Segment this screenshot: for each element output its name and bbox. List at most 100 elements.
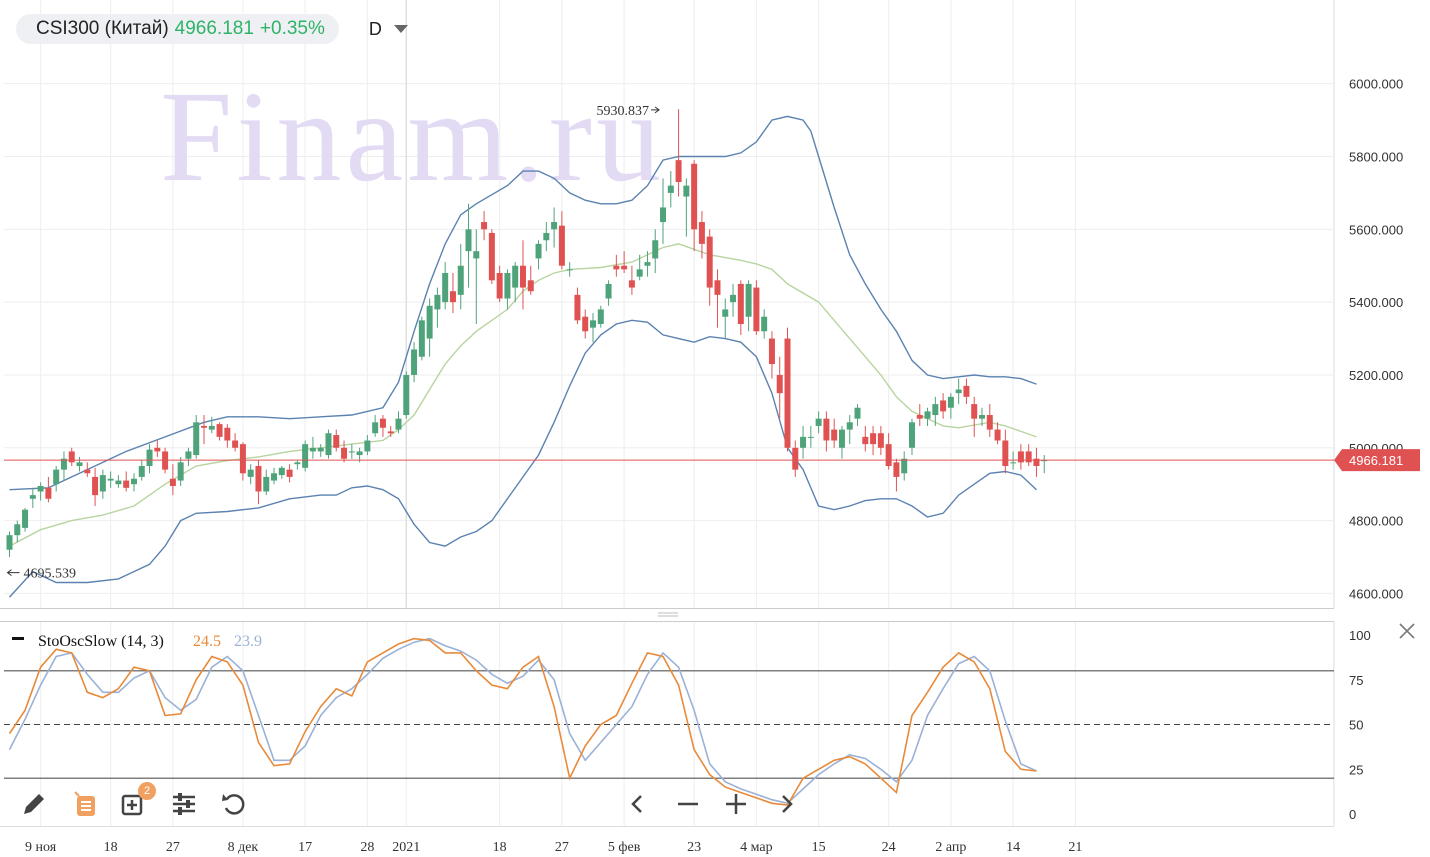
candle-body xyxy=(582,316,589,332)
candle xyxy=(652,229,659,274)
candle-body xyxy=(107,478,114,481)
add-indicator-icon[interactable]: 2 xyxy=(118,782,156,820)
indicator-legend: StoOscSlow (14, 3) 24.5 23.9 xyxy=(12,633,262,650)
candle xyxy=(317,444,324,457)
date-tick-label: 5 фев xyxy=(608,840,641,855)
candle-body xyxy=(807,436,814,438)
period-label: D xyxy=(368,18,382,39)
candle xyxy=(504,269,511,310)
candle xyxy=(994,422,1001,445)
last-price: 4966.181 xyxy=(174,18,254,39)
candle-body xyxy=(239,444,246,474)
candle-body xyxy=(294,462,301,465)
candle-body xyxy=(1002,440,1009,466)
candle-body xyxy=(232,440,239,448)
candle xyxy=(286,464,293,483)
candle-body xyxy=(994,429,1001,441)
candle-body xyxy=(916,415,923,419)
candle xyxy=(1002,429,1009,474)
candle-body xyxy=(309,447,316,452)
candle-body xyxy=(566,269,573,271)
candle xyxy=(29,487,36,508)
candle-body xyxy=(535,243,542,259)
candle-body xyxy=(986,415,993,430)
candle-body xyxy=(60,458,67,470)
zoom-in-icon[interactable] xyxy=(720,788,752,820)
candle xyxy=(177,456,184,487)
candle xyxy=(730,283,737,317)
candle xyxy=(115,475,122,488)
candle xyxy=(68,447,75,466)
prev-icon[interactable] xyxy=(622,788,654,820)
candle-body xyxy=(68,451,75,463)
candle xyxy=(76,456,83,472)
candle xyxy=(636,254,643,281)
candle-body xyxy=(706,236,713,288)
settings-icon[interactable] xyxy=(168,788,200,820)
candle xyxy=(216,422,223,441)
candle-body xyxy=(465,229,472,252)
candle-body xyxy=(286,469,293,477)
date-tick-label: 28 xyxy=(360,840,374,855)
current-price-tag xyxy=(1334,449,1420,472)
candle-body xyxy=(628,280,635,288)
candle xyxy=(815,411,822,434)
candle-body xyxy=(333,435,340,448)
pencil-icon[interactable] xyxy=(18,788,50,820)
candle xyxy=(784,327,791,452)
date-tick-label: 2 апр xyxy=(935,840,966,855)
candle-body xyxy=(792,447,799,470)
candle-body xyxy=(698,222,705,244)
candle-body xyxy=(379,418,386,428)
candle xyxy=(481,211,488,241)
candle xyxy=(60,451,67,481)
candle-body xyxy=(675,160,682,182)
candle-body xyxy=(885,444,892,466)
symbol-pill[interactable]: CSI300 (Китай) 4966.181 +0.35% xyxy=(16,14,339,44)
legend-swatch xyxy=(12,637,24,640)
candle-body xyxy=(317,447,324,452)
candle xyxy=(924,407,931,426)
zoom-out-icon[interactable] xyxy=(672,788,704,820)
candle-body xyxy=(745,283,752,317)
notes-icon[interactable] xyxy=(70,788,102,820)
candle-body xyxy=(395,418,402,430)
candle xyxy=(169,464,176,496)
price-tick-label: 5400.000 xyxy=(1349,295,1403,310)
candle-body xyxy=(22,509,29,528)
date-tick-label: 2021 xyxy=(392,840,420,855)
candle-body xyxy=(854,407,861,419)
candle xyxy=(92,467,99,507)
chevron-down-icon[interactable] xyxy=(393,25,408,33)
candle-body xyxy=(776,374,783,394)
candle xyxy=(691,160,698,252)
stoch-tick-label: 25 xyxy=(1349,762,1363,777)
indicator-label: StoOscSlow (14, 3) xyxy=(38,633,164,650)
candle-body xyxy=(613,265,620,270)
candle xyxy=(426,298,433,357)
candle xyxy=(224,424,231,448)
candle-body xyxy=(574,294,581,321)
candle xyxy=(442,262,449,310)
next-icon[interactable] xyxy=(770,788,802,820)
candle xyxy=(278,465,285,479)
candle-body xyxy=(955,389,962,394)
date-tick-label: 9 ноя xyxy=(25,840,57,855)
candle xyxy=(138,460,145,481)
indicator-count-badge: 2 xyxy=(138,782,156,800)
candle-body xyxy=(29,495,36,499)
candle-body xyxy=(169,478,176,487)
candle xyxy=(753,280,760,335)
candle-body xyxy=(53,469,60,485)
candle-body xyxy=(924,411,931,419)
period-selector[interactable]: D xyxy=(369,19,408,40)
candle xyxy=(496,265,503,303)
high-marker-arrow xyxy=(651,106,660,114)
candle xyxy=(37,482,44,501)
reset-icon[interactable] xyxy=(218,788,250,820)
candle xyxy=(271,467,278,485)
candle xyxy=(232,433,239,452)
close-icon[interactable] xyxy=(1396,620,1418,642)
candle-body xyxy=(99,475,106,492)
